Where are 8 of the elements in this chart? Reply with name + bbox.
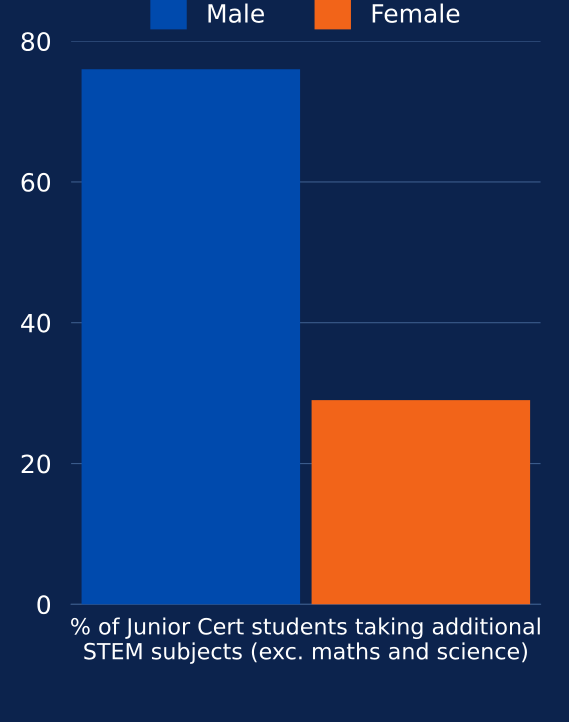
- y-tick-label: 0: [37, 595, 50, 614]
- y-tick-label: 20: [22, 454, 50, 474]
- y-tick-label: 60: [22, 172, 50, 192]
- legend-label: Male: [208, 4, 264, 23]
- y-tick-label: 40: [21, 314, 50, 333]
- x-axis-title: % of Junior Cert students taking additional STEM subjects (exc. maths and science): [71, 618, 540, 664]
- y-tick-label: 80: [22, 32, 50, 52]
- legend-label: Female: [372, 4, 460, 23]
